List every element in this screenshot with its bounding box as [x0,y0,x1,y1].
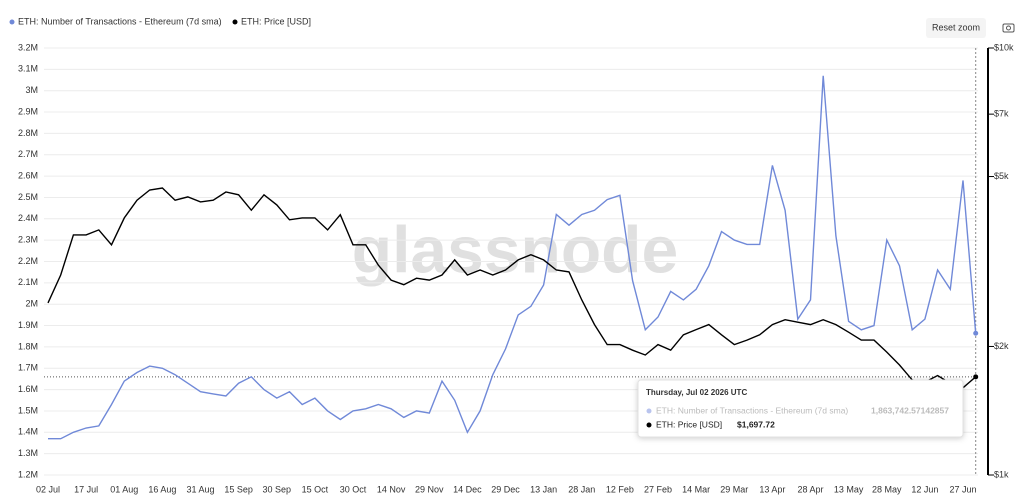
x-tick-label: 01 Aug [110,484,138,494]
x-tick-label: 15 Oct [302,484,329,494]
y2-tick-label: $10k [994,42,1014,52]
y2-tick-label: $1k [994,469,1009,479]
y-tick-label: 2M [25,299,38,309]
x-tick-label: 27 Feb [644,484,672,494]
x-tick-label: 12 Feb [606,484,634,494]
tooltip-marker [646,408,652,414]
y-tick-label: 1.7M [18,363,38,373]
x-tick-label: 14 Mar [682,484,710,494]
series-line [47,187,977,389]
legend-label[interactable]: ETH: Price [USD] [241,16,311,26]
y-tick-label: 2.7M [18,149,38,159]
x-tick-label: 12 Jun [911,484,938,494]
tooltip-marker [646,422,652,428]
y-tick-label: 1.4M [18,427,38,437]
y-tick-label: 2.5M [18,192,38,202]
y-tick-label: 3.1M [18,64,38,74]
x-tick-label: 13 Apr [759,484,785,494]
y-tick-label: 1.5M [18,405,38,415]
y2-tick-label: $2k [994,341,1009,351]
x-tick-label: 14 Nov [377,484,406,494]
x-tick-label: 17 Jul [74,484,98,494]
legend-label[interactable]: ETH: Number of Transactions - Ethereum (… [18,16,222,26]
y-tick-label: 1.2M [18,469,38,479]
reset-zoom-label[interactable]: Reset zoom [932,22,980,32]
x-tick-label: 14 Dec [453,484,482,494]
y-tick-label: 2.9M [18,106,38,116]
y-tick-label: 2.3M [18,235,38,245]
reset-zoom-button[interactable] [926,18,986,38]
x-tick-label: 28 Jan [568,484,595,494]
y2-tick-label: $5k [994,171,1009,181]
x-tick-label: 02 Jul [36,484,60,494]
y-tick-label: 3M [25,85,38,95]
y-tick-label: 3.2M [18,42,38,52]
end-point [973,374,979,380]
y-tick-label: 1.3M [18,448,38,458]
legend-marker [9,19,15,25]
y-tick-label: 2.1M [18,277,38,287]
tooltip-series: ETH: Price [USD] [656,419,722,429]
x-tick-label: 28 Apr [797,484,823,494]
tooltip-box [637,379,964,438]
x-tick-label: 29 Nov [415,484,444,494]
y-tick-label: 2.4M [18,213,38,223]
x-tick-label: 28 May [872,484,902,494]
x-tick-label: 16 Aug [148,484,176,494]
end-point [973,330,979,336]
tooltip-value: 1,863,742.57142857 [871,405,949,415]
watermark: glassnode [352,212,678,286]
x-tick-label: 29 Mar [720,484,748,494]
tooltip-title: Thursday, Jul 02 2026 UTC [646,388,747,397]
legend-marker [232,19,238,25]
x-tick-label: 27 Jun [949,484,976,494]
y2-tick-label: $7k [994,109,1009,119]
y-tick-label: 2.8M [18,128,38,138]
camera-lens [1006,25,1011,31]
series-line [48,75,977,440]
y-tick-label: 2.6M [18,170,38,180]
tooltip-series: ETH: Number of Transactions - Ethereum (… [656,405,848,415]
x-tick-label: 30 Sep [262,484,291,494]
x-tick-label: 13 Jan [530,484,557,494]
x-tick-label: 15 Sep [224,484,253,494]
y-tick-label: 1.9M [18,320,38,330]
y-tick-label: 1.8M [18,341,38,351]
tooltip-value: $1,697.72 [737,419,775,429]
x-tick-label: 29 Dec [491,484,520,494]
x-tick-label: 31 Aug [186,484,214,494]
x-tick-label: 30 Oct [340,484,367,494]
y-tick-label: 1.6M [18,384,38,394]
camera-icon[interactable] [1002,23,1015,33]
x-tick-label: 13 May [834,484,864,494]
y-tick-label: 2.2M [18,256,38,266]
